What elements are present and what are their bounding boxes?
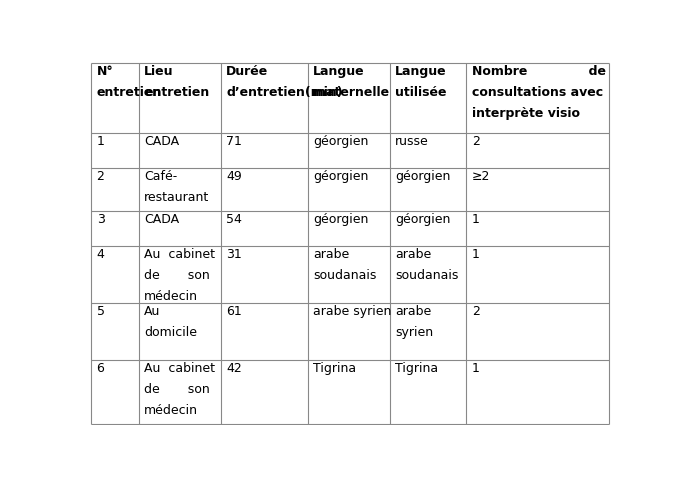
Text: arabe syrien: arabe syrien: [313, 305, 392, 318]
Text: 1: 1: [472, 362, 479, 375]
Text: Langue
utilisée: Langue utilisée: [395, 65, 447, 99]
Text: 2: 2: [472, 305, 479, 318]
Text: Au
domicile: Au domicile: [144, 305, 197, 339]
Text: 5: 5: [97, 305, 105, 318]
Text: 49: 49: [226, 170, 242, 183]
Text: Tigrina: Tigrina: [313, 362, 356, 375]
Text: 4: 4: [97, 248, 105, 261]
Text: 1: 1: [472, 213, 479, 226]
Text: Au  cabinet
de       son
médecin: Au cabinet de son médecin: [144, 248, 216, 303]
Text: Au  cabinet
de       son
médecin: Au cabinet de son médecin: [144, 362, 216, 417]
Text: 3: 3: [97, 213, 105, 226]
Text: géorgien: géorgien: [395, 213, 450, 226]
Text: Tigrina: Tigrina: [395, 362, 438, 375]
Text: 1: 1: [472, 248, 479, 261]
Text: 2: 2: [97, 170, 105, 183]
Text: géorgien: géorgien: [395, 170, 450, 183]
Text: 1: 1: [97, 135, 105, 148]
Text: arabe
soudanais: arabe soudanais: [395, 248, 458, 282]
Text: géorgien: géorgien: [313, 213, 369, 226]
Text: arabe
syrien: arabe syrien: [395, 305, 433, 339]
Text: ≥2: ≥2: [472, 170, 490, 183]
Text: arabe
soudanais: arabe soudanais: [313, 248, 377, 282]
Text: Nombre              de
consultations avec
interprète visio: Nombre de consultations avec interprète …: [472, 65, 606, 120]
Text: 6: 6: [97, 362, 105, 375]
Text: CADA: CADA: [144, 135, 180, 148]
Text: Durée
d’entretien(min): Durée d’entretien(min): [226, 65, 343, 99]
Text: géorgien: géorgien: [313, 170, 369, 183]
Text: 71: 71: [226, 135, 242, 148]
Text: CADA: CADA: [144, 213, 180, 226]
Text: N°
entretien: N° entretien: [97, 65, 162, 99]
Text: Café-
restaurant: Café- restaurant: [144, 170, 209, 204]
Text: 2: 2: [472, 135, 479, 148]
Text: Lieu
entretien: Lieu entretien: [144, 65, 209, 99]
Text: 61: 61: [226, 305, 242, 318]
Text: 54: 54: [226, 213, 242, 226]
Text: Langue
maternelle: Langue maternelle: [313, 65, 389, 99]
Text: géorgien: géorgien: [313, 135, 369, 148]
Text: 31: 31: [226, 248, 242, 261]
Text: russe: russe: [395, 135, 428, 148]
Text: 42: 42: [226, 362, 242, 375]
